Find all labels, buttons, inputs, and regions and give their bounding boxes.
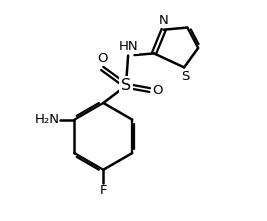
Text: HN: HN	[118, 40, 138, 53]
Text: F: F	[100, 184, 107, 197]
Text: O: O	[152, 84, 163, 97]
Text: S: S	[181, 70, 189, 83]
Text: O: O	[97, 52, 108, 65]
Text: N: N	[159, 14, 168, 27]
Text: H₂N: H₂N	[34, 113, 59, 126]
Text: S: S	[121, 78, 131, 93]
